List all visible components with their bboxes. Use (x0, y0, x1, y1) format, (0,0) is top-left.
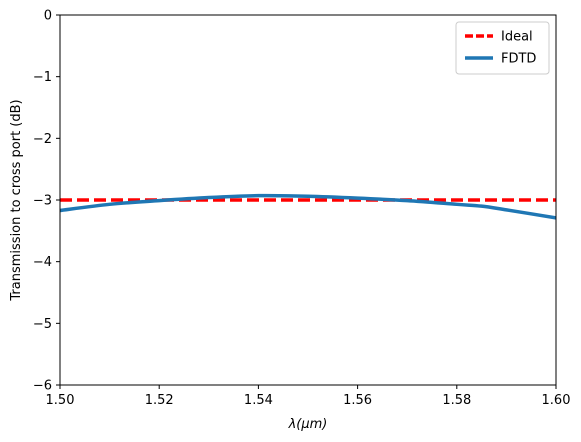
y-axis-label: Transmission to cross port (dB) (9, 99, 24, 301)
series-layer (60, 193, 556, 220)
y-tick-label: −3 (33, 194, 52, 209)
y-tick-label: −2 (33, 132, 52, 147)
y-tick-label: 0 (44, 9, 52, 24)
y-tick-label: −4 (33, 255, 52, 270)
y-tick-label: −5 (33, 317, 52, 332)
x-tick-label: 1.56 (343, 393, 372, 408)
x-tick-label: 1.58 (442, 393, 471, 408)
series-line-fdtd (60, 193, 556, 220)
x-axis-label: λ(μm) (288, 417, 328, 432)
y-tick-label: −1 (33, 70, 52, 85)
x-axis-ticks: 1.50 1.52 1.54 1.56 1.58 1.60 (46, 385, 571, 408)
y-axis-ticks: 0 −1 −2 −3 −4 −5 −6 (33, 9, 60, 394)
x-tick-label: 1.60 (542, 393, 571, 408)
legend-items: Ideal FDTD (465, 30, 536, 67)
legend-label-fdtd: FDTD (501, 52, 536, 67)
x-tick-label: 1.50 (46, 393, 75, 408)
legend-label-ideal: Ideal (501, 30, 533, 45)
x-tick-label: 1.54 (244, 393, 273, 408)
legend: Ideal FDTD (455, 21, 550, 75)
x-tick-label: 1.52 (145, 393, 174, 408)
y-tick-label: −6 (33, 379, 52, 394)
